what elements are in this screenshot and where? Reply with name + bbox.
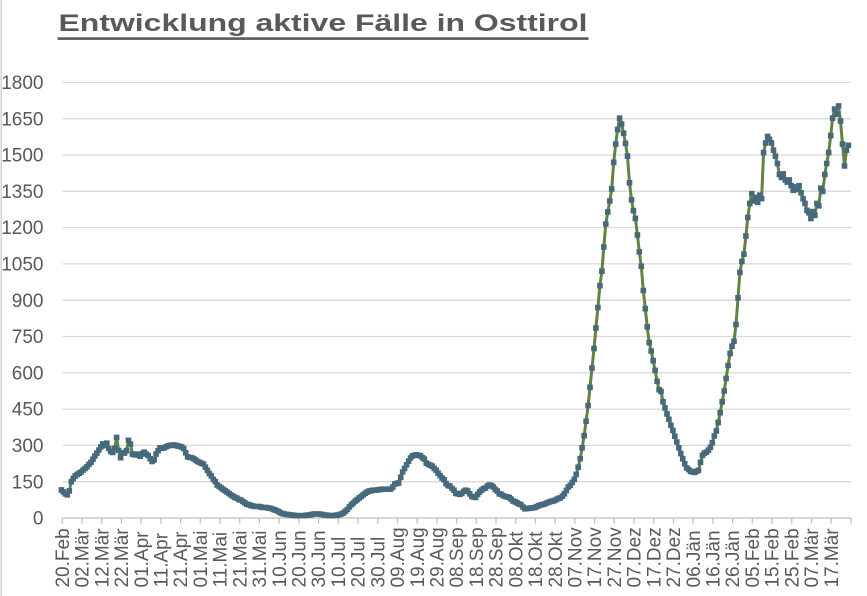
- svg-text:05.Feb: 05.Feb: [743, 528, 764, 587]
- svg-text:750: 750: [12, 327, 44, 348]
- svg-text:1800: 1800: [1, 73, 43, 94]
- svg-text:28.Okt: 28.Okt: [546, 531, 567, 588]
- svg-text:1050: 1050: [1, 255, 43, 276]
- svg-text:27.Dez: 27.Dez: [664, 527, 685, 587]
- svg-text:18.Sep: 18.Sep: [467, 527, 488, 587]
- svg-text:12.Mär: 12.Mär: [92, 528, 113, 588]
- svg-text:20.Feb: 20.Feb: [53, 528, 74, 587]
- svg-text:25.Feb: 25.Feb: [782, 528, 803, 587]
- svg-text:1500: 1500: [1, 146, 43, 167]
- svg-text:300: 300: [12, 436, 44, 457]
- svg-text:16.Jän: 16.Jän: [704, 530, 725, 587]
- svg-text:09.Aug: 09.Aug: [388, 527, 409, 587]
- svg-text:20.Jun: 20.Jun: [290, 530, 311, 587]
- svg-text:21.Mai: 21.Mai: [230, 530, 251, 587]
- svg-text:150: 150: [12, 472, 44, 493]
- svg-text:19.Aug: 19.Aug: [408, 527, 429, 587]
- svg-text:17.Mär: 17.Mär: [822, 528, 843, 588]
- svg-text:10.Jul: 10.Jul: [329, 537, 350, 588]
- svg-text:Entwicklung aktive Fälle in Os: Entwicklung aktive Fälle in Osttirol: [59, 10, 588, 37]
- svg-text:18.Okt: 18.Okt: [526, 531, 547, 588]
- svg-text:08.Sep: 08.Sep: [447, 527, 468, 587]
- svg-text:15.Feb: 15.Feb: [763, 528, 784, 587]
- svg-text:07.Mär: 07.Mär: [802, 528, 823, 588]
- svg-text:11.Mai: 11.Mai: [211, 532, 232, 588]
- svg-text:27.Nov: 27.Nov: [605, 527, 626, 588]
- svg-text:900: 900: [12, 291, 44, 312]
- svg-text:1350: 1350: [1, 182, 43, 203]
- svg-text:30.Jun: 30.Jun: [309, 530, 330, 587]
- svg-text:31.Mai: 31.Mai: [250, 530, 271, 587]
- svg-text:26.Jän: 26.Jän: [723, 530, 744, 587]
- svg-text:17.Nov: 17.Nov: [585, 527, 606, 588]
- svg-text:02.Mär: 02.Mär: [73, 528, 94, 588]
- svg-text:07.Dez: 07.Dez: [625, 527, 646, 587]
- svg-text:08.Okt: 08.Okt: [506, 531, 527, 588]
- svg-text:11.Apr: 11.Apr: [152, 532, 173, 587]
- svg-text:10.Jun: 10.Jun: [270, 530, 291, 587]
- svg-text:07.Nov: 07.Nov: [566, 527, 587, 588]
- svg-text:0: 0: [33, 509, 44, 530]
- svg-text:450: 450: [12, 400, 44, 421]
- svg-text:20.Jul: 20.Jul: [349, 537, 370, 588]
- svg-text:1200: 1200: [1, 218, 43, 239]
- svg-text:30.Jul: 30.Jul: [368, 537, 389, 588]
- svg-text:600: 600: [12, 363, 44, 384]
- svg-text:29.Aug: 29.Aug: [428, 527, 449, 587]
- svg-text:28.Sep: 28.Sep: [487, 527, 508, 587]
- svg-text:21.Apr: 21.Apr: [171, 531, 192, 588]
- svg-text:01.Apr: 01.Apr: [132, 531, 153, 588]
- svg-text:01.Mai: 01.Mai: [191, 530, 212, 587]
- svg-text:22.Mär: 22.Mär: [112, 528, 133, 588]
- svg-text:1650: 1650: [1, 109, 43, 130]
- svg-text:17.Dez: 17.Dez: [644, 527, 665, 587]
- svg-text:06.Jän: 06.Jän: [684, 530, 705, 587]
